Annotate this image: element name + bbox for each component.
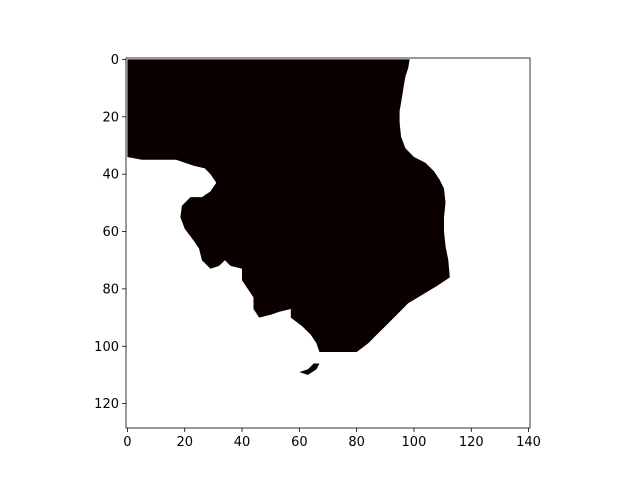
axes-frame	[125, 57, 531, 429]
x-tick-label: 120	[459, 435, 484, 450]
y-axis: 0 20 40 60 80 100 120	[94, 53, 126, 412]
x-tick-label: 60	[291, 435, 308, 450]
x-tick-label: 40	[234, 435, 251, 450]
plot-area	[125, 57, 531, 429]
x-tick-label: 140	[516, 435, 541, 450]
y-tick-label: 100	[94, 340, 119, 355]
y-tick-label: 60	[102, 225, 119, 240]
small-blob	[299, 363, 320, 375]
y-tick-label: 20	[102, 110, 119, 125]
x-tick-label: 0	[123, 435, 131, 450]
x-tick-label: 100	[402, 435, 427, 450]
main-region	[127, 59, 450, 353]
y-tick-label: 80	[102, 282, 119, 297]
y-tick-label: 120	[94, 397, 119, 412]
y-tick-label: 0	[111, 53, 119, 68]
y-tick-label: 40	[102, 168, 119, 183]
x-tick-label: 20	[176, 435, 193, 450]
x-axis: 0 20 40 60 80 100 120 140	[123, 428, 541, 450]
mask-regions	[127, 59, 450, 375]
x-tick-label: 80	[348, 435, 365, 450]
